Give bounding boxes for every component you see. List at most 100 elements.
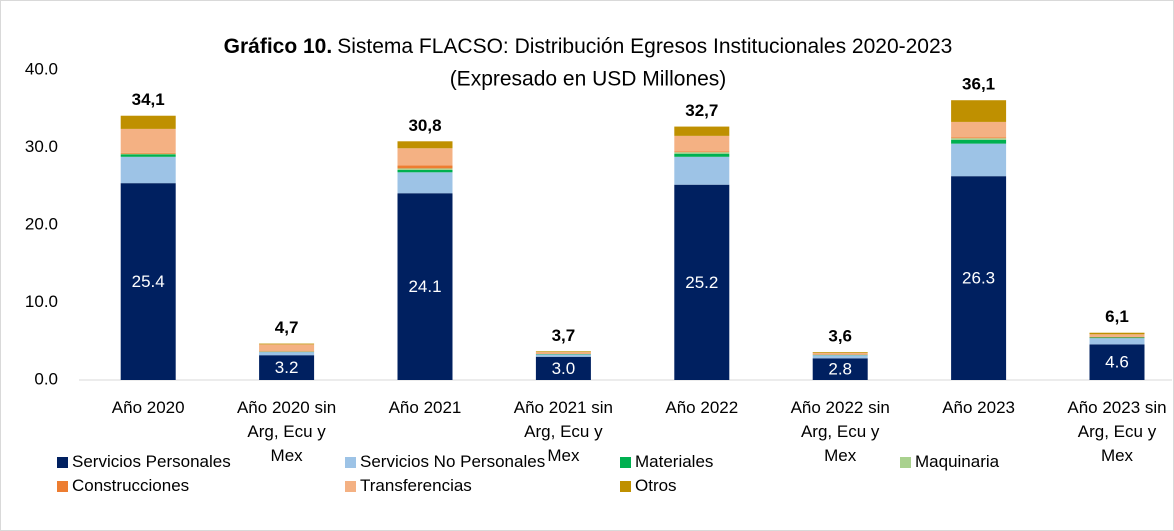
legend-swatch	[900, 456, 911, 468]
legend-label: Construcciones	[72, 476, 190, 495]
bar-segment	[120, 152, 176, 154]
bar-segment	[951, 121, 1007, 138]
legend-swatch	[345, 480, 356, 492]
legend-item: Maquinaria	[900, 452, 999, 472]
total-label: 4,7	[275, 318, 299, 337]
bar-segment	[951, 139, 1007, 144]
legend-swatch	[345, 456, 356, 468]
x-tick-label: Año 2023 sin Arg, Ecu y Mex	[1067, 398, 1167, 465]
bar-segment	[259, 343, 315, 345]
y-tick-label: 40.0	[25, 59, 58, 78]
legend-swatch	[620, 456, 631, 468]
value-label: 25.4	[132, 272, 165, 291]
bar-segment	[120, 153, 176, 155]
bar-segment	[674, 126, 730, 136]
legend-item: Otros	[620, 476, 677, 496]
bar-segment	[535, 352, 591, 354]
legend-swatch	[57, 456, 68, 468]
chart-title: Gráfico 10. Sistema FLACSO: Distribución …	[224, 35, 953, 58]
bar-segment	[951, 176, 1007, 380]
bar-segment	[120, 183, 176, 380]
bar-segment	[120, 156, 176, 184]
x-tick-label: Año 2021 sin Arg, Ecu y Mex	[513, 398, 614, 465]
bar-segment	[812, 352, 868, 353]
bar-segment	[674, 153, 730, 157]
legend-item: Servicios No Personales	[345, 452, 545, 472]
bar-segment	[674, 152, 730, 154]
title-text: Sistema FLACSO: Distribución Egresos Ins…	[337, 35, 952, 58]
chart-subtitle: (Expresado en USD Millones)	[450, 68, 727, 91]
bar-segment	[397, 168, 453, 170]
bar-segment	[674, 156, 730, 185]
legend-label: Transferencias	[360, 476, 472, 495]
bar-segment	[120, 154, 176, 157]
title-label: Gráfico 10.	[224, 35, 333, 58]
x-tick-label: Año 2022	[665, 398, 739, 417]
bar-segment	[535, 356, 591, 380]
bar-segment	[397, 165, 453, 169]
bar-segment	[812, 358, 868, 380]
bar-segment	[259, 352, 315, 356]
total-label: 30,8	[408, 116, 441, 135]
bar-segment	[812, 352, 868, 355]
x-tick-label: Año 2021	[388, 398, 462, 417]
bar-segment	[259, 355, 315, 380]
legend-item: Servicios Personales	[57, 452, 231, 472]
bar-segment	[674, 135, 730, 152]
value-label: 26.3	[962, 269, 995, 288]
y-tick-label: 10.0	[25, 292, 58, 311]
y-tick-label: 20.0	[25, 214, 58, 233]
bar-segment	[120, 128, 176, 153]
bar-segment	[1089, 338, 1145, 345]
legend-swatch	[620, 480, 631, 492]
x-tick-label: Año 2020 sin Arg, Ecu y Mex	[236, 398, 337, 465]
value-label: 4.6	[1105, 353, 1129, 372]
bar-segment	[674, 184, 730, 380]
bar-segment	[951, 100, 1007, 122]
bar-segment	[951, 137, 1007, 139]
bar-segment	[397, 141, 453, 149]
value-label: 25.2	[685, 273, 718, 292]
bar-segment	[674, 151, 730, 153]
x-tick-label: Año 2023	[942, 398, 1015, 417]
value-label: 2.8	[828, 360, 852, 379]
total-label: 6,1	[1105, 307, 1129, 326]
y-tick-label: 30.0	[25, 137, 58, 156]
bar-segment	[535, 354, 591, 357]
legend-swatch	[57, 480, 68, 492]
bar-segment	[812, 355, 868, 359]
bar-segment	[120, 115, 176, 129]
legend-label: Maquinaria	[915, 452, 1000, 471]
bar-segment	[535, 351, 591, 353]
value-label: 24.1	[408, 277, 441, 296]
total-label: 32,7	[685, 101, 718, 120]
legend-label: Servicios Personales	[72, 452, 231, 471]
total-label: 3,7	[552, 326, 576, 345]
bar-segment	[1089, 337, 1145, 339]
legend-label: Materiales	[635, 452, 714, 471]
bar-segment	[951, 138, 1007, 140]
total-label: 34,1	[132, 90, 165, 109]
bar-segment	[1089, 332, 1145, 335]
value-label: 3.2	[275, 358, 299, 377]
legend-label: Otros	[635, 476, 677, 495]
bar-segment	[397, 193, 453, 380]
bar-segment	[397, 169, 453, 173]
legend-item: Transferencias	[345, 476, 472, 496]
total-label: 36,1	[962, 75, 995, 94]
y-tick-label: 0.0	[34, 369, 58, 388]
total-label: 3,6	[828, 327, 852, 346]
bar-segment	[1089, 334, 1145, 337]
legend-item: Materiales	[620, 452, 713, 472]
x-tick-label: Año 2022 sin Arg, Ecu y Mex	[790, 398, 890, 465]
bar-segment	[397, 148, 453, 166]
legend-label: Servicios No Personales	[360, 452, 546, 471]
value-label: 3.0	[552, 359, 576, 378]
x-tick-label: Año 2020	[111, 398, 185, 417]
legend-item: Construcciones	[57, 476, 189, 496]
bar-segment	[1089, 344, 1145, 380]
bar-segment	[259, 344, 315, 352]
bar-segment	[951, 143, 1007, 177]
